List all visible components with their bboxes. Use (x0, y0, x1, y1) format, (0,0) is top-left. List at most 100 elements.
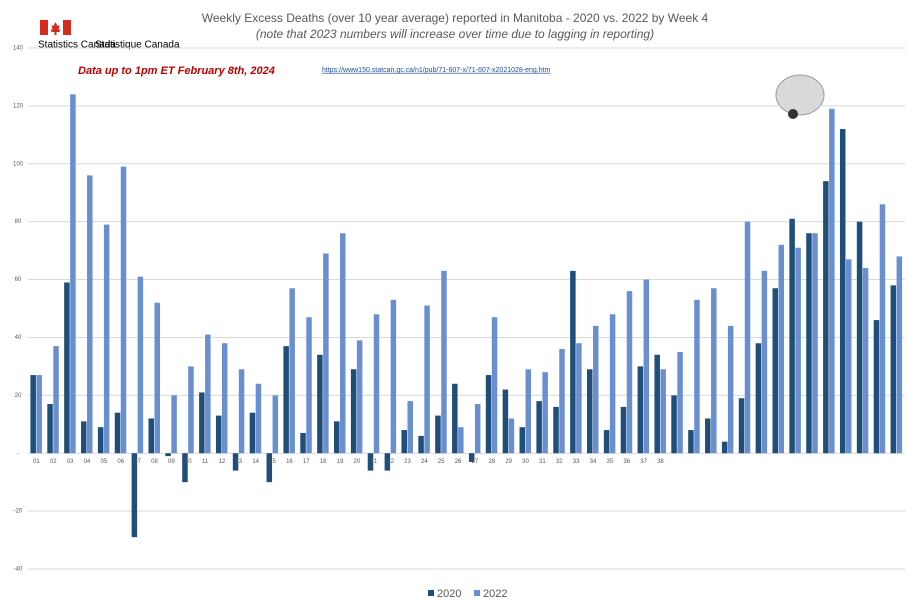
bar (103, 224, 110, 454)
bar (53, 346, 59, 454)
bar (721, 441, 728, 454)
bar (452, 383, 458, 454)
bar (671, 395, 677, 454)
x-tick-label: 08 (151, 459, 158, 465)
bar (120, 166, 127, 454)
bar (356, 340, 363, 454)
y-tick-label: 80 (15, 219, 22, 225)
bar (283, 346, 289, 454)
bar (182, 453, 188, 483)
x-tick-label: 25 (438, 459, 445, 465)
bar (424, 305, 430, 454)
bar (114, 412, 121, 454)
bar (795, 247, 801, 454)
x-tick-label: 06 (117, 459, 124, 465)
bar (677, 351, 683, 454)
bar (131, 453, 138, 538)
x-tick-label: 26 (455, 459, 462, 465)
x-tick-label: 32 (556, 459, 563, 465)
x-tick-label: 21 (370, 459, 377, 465)
y-tick-label: 120 (13, 103, 24, 109)
bar (435, 415, 441, 454)
x-tick-label: 10 (185, 459, 192, 465)
x-tick-label: 22 (387, 459, 394, 465)
bar (654, 354, 660, 454)
x-tick-label: 07 (134, 459, 141, 465)
bar (576, 343, 582, 454)
legend-label: 2022 (483, 588, 507, 600)
x-tick-label: 34 (590, 459, 597, 465)
canada-flag (40, 20, 71, 35)
source-link[interactable]: https://www150.statcan.gc.ca/n1/pub/71-6… (322, 67, 551, 74)
y-tick-label: -20 (14, 509, 23, 515)
x-tick-label: 30 (522, 459, 529, 465)
bar (64, 282, 70, 454)
bar (896, 256, 903, 454)
bar (688, 430, 694, 454)
bar (474, 404, 481, 454)
bar (317, 354, 323, 454)
bar (789, 218, 795, 454)
bar (289, 288, 295, 454)
bar (384, 453, 391, 471)
bar (350, 369, 357, 454)
x-tick-label: 01 (33, 459, 40, 465)
legend-swatch (428, 590, 434, 596)
bar (508, 418, 515, 454)
bar (643, 279, 650, 454)
bar (300, 432, 306, 454)
x-tick-label: 29 (505, 459, 512, 465)
bar (441, 270, 447, 454)
bar (215, 415, 222, 454)
y-tick-label: 40 (15, 335, 22, 341)
bar (199, 392, 205, 454)
x-tick-label: 13 (235, 459, 242, 465)
x-tick-label: 18 (320, 459, 327, 465)
data-note: Data up to 1pm ET February 8th, 2024 (78, 65, 275, 77)
x-tick-label: 19 (337, 459, 344, 465)
bar (458, 427, 464, 454)
y-tick-label: 20 (15, 393, 22, 399)
bar (334, 421, 340, 454)
x-tick-label: 28 (488, 459, 495, 465)
x-tick-label: 31 (539, 459, 546, 465)
agency-en: Statistics Canada (38, 40, 116, 51)
bar (772, 288, 779, 454)
bar (637, 366, 644, 454)
bar (323, 253, 329, 454)
bar (660, 369, 666, 454)
bar (856, 221, 863, 454)
bar (603, 430, 610, 454)
bar (738, 398, 745, 454)
bar (536, 401, 542, 454)
bar (626, 291, 633, 454)
x-tick-label: 14 (252, 459, 259, 465)
bar (221, 343, 228, 454)
bar (761, 270, 768, 454)
bar (711, 288, 717, 454)
bar (862, 267, 869, 454)
x-tick-label: 23 (404, 459, 411, 465)
x-tick-label: 37 (640, 459, 647, 465)
bar (367, 453, 374, 471)
bar (272, 395, 279, 454)
x-tick-label: 17 (303, 459, 310, 465)
bar (249, 412, 256, 454)
agency-fr: Statistique Canada (95, 40, 180, 51)
bar (694, 299, 700, 454)
bar (266, 453, 273, 483)
bar (519, 427, 526, 454)
bar (255, 383, 262, 454)
bar (97, 427, 104, 454)
x-tick-label: 24 (421, 459, 428, 465)
bar (609, 314, 616, 454)
bar (823, 181, 829, 454)
bar (418, 435, 424, 454)
bar (87, 175, 93, 454)
bar (407, 401, 413, 454)
chart-subtitle: (note that 2023 numbers will increase ov… (256, 27, 654, 41)
bar (165, 453, 171, 457)
legend-swatch (474, 590, 480, 596)
x-tick-label: 15 (269, 459, 276, 465)
